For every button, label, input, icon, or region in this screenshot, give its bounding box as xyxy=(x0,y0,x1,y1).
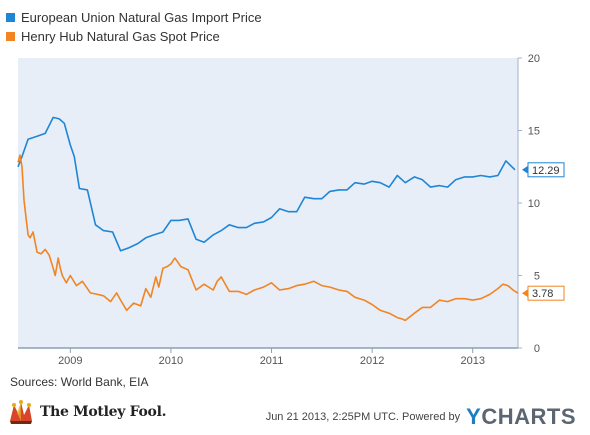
legend-swatch-eu xyxy=(6,13,15,22)
x-tick-label: 2011 xyxy=(260,355,284,365)
series-line-eu-import-price[interactable] xyxy=(17,116,516,252)
chart-legend: European Union Natural Gas Import Price … xyxy=(6,8,262,46)
x-tick-label: 2012 xyxy=(360,355,384,365)
ycharts-logo-rest: CHARTS xyxy=(481,404,576,429)
y-tick-label: 20 xyxy=(528,53,540,65)
x-tick-label: 2010 xyxy=(159,355,183,365)
timestamp-text: Jun 21 2013, 2:25PM UTC. Powered by xyxy=(265,411,461,423)
y-tick-label: 15 xyxy=(528,126,540,138)
source-note: Sources: World Bank, EIA xyxy=(10,375,149,389)
legend-label-eu: European Union Natural Gas Import Price xyxy=(21,10,262,25)
y-tick-label: 0 xyxy=(534,343,540,355)
legend-item-eu-import-price[interactable]: European Union Natural Gas Import Price xyxy=(6,8,262,27)
ycharts-logo-y: Y xyxy=(466,404,482,429)
end-value-label: 12.29 xyxy=(532,165,560,177)
x-tick-label: 2009 xyxy=(58,355,82,365)
legend-swatch-henry-hub xyxy=(6,32,15,41)
motley-fool-brand[interactable]: The Motley Fool. xyxy=(8,399,166,425)
end-value-label: 3.78 xyxy=(532,288,553,300)
legend-item-henry-hub-price[interactable]: Henry Hub Natural Gas Spot Price xyxy=(6,27,262,46)
end-value-pointer xyxy=(522,289,528,298)
legend-label-henry-hub: Henry Hub Natural Gas Spot Price xyxy=(21,29,220,44)
series-line-henry-hub-price[interactable] xyxy=(17,154,519,322)
end-value-pointer xyxy=(522,165,528,174)
y-tick-label: 10 xyxy=(528,198,540,210)
x-tick-label: 2013 xyxy=(460,355,484,365)
plot-area xyxy=(18,58,518,348)
brand-name: The Motley Fool. xyxy=(40,404,167,420)
footer-attribution: Jun 21 2013, 2:25PM UTC. Powered by YCHA… xyxy=(266,404,576,430)
line-chart: 0 5 10 15 20 2009 2010 2011 2012 2013 12.29 3.78 xyxy=(17,53,565,365)
y-tick-label: 5 xyxy=(534,271,540,283)
jester-hat-icon xyxy=(10,400,32,424)
ycharts-logo[interactable]: YCHARTS xyxy=(466,404,576,430)
